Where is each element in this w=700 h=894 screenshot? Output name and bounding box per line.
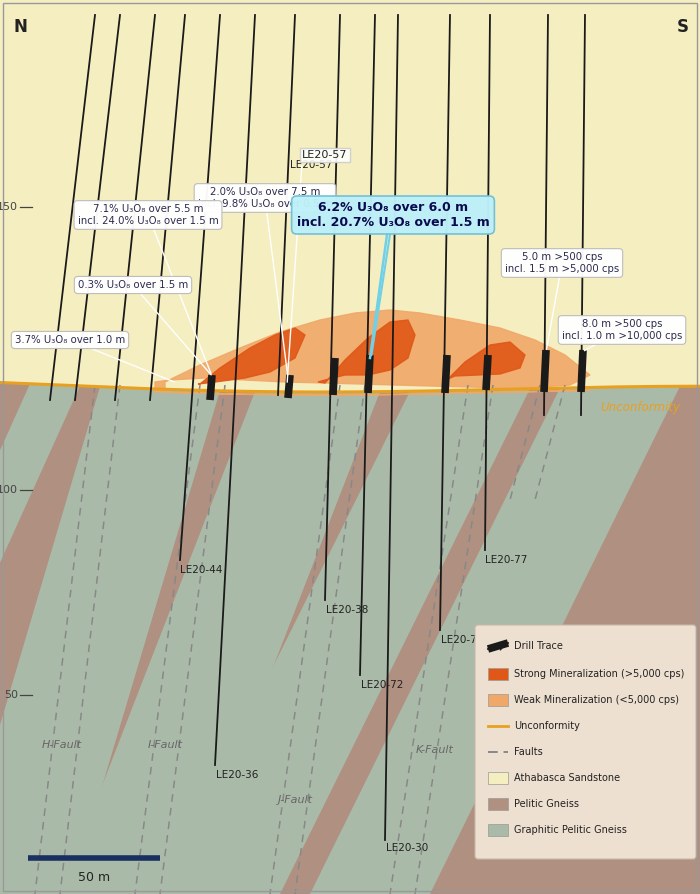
- Text: Pelitic Gneiss: Pelitic Gneiss: [514, 799, 579, 809]
- Polygon shape: [0, 383, 700, 894]
- Text: 7.1% U₃O₈ over 5.5 m
incl. 24.0% U₃O₈ over 1.5 m: 7.1% U₃O₈ over 5.5 m incl. 24.0% U₃O₈ ov…: [78, 204, 218, 226]
- Text: LE20-57: LE20-57: [290, 160, 332, 170]
- Bar: [488, 772, 508, 784]
- Polygon shape: [0, 387, 220, 894]
- Text: 8.0 m >500 cps
incl. 1.0 m >10,000 cps: 8.0 m >500 cps incl. 1.0 m >10,000 cps: [562, 319, 682, 341]
- Text: Weak Mineralization (<5,000 cps): Weak Mineralization (<5,000 cps): [514, 695, 679, 705]
- Bar: [488, 668, 508, 680]
- Text: LE20-72: LE20-72: [361, 680, 403, 690]
- Text: LE20-36: LE20-36: [216, 770, 258, 780]
- Text: 3.7% U₃O₈ over 1.0 m: 3.7% U₃O₈ over 1.0 m: [15, 335, 125, 345]
- Text: Strong Mineralization (>5,000 cps): Strong Mineralization (>5,000 cps): [514, 669, 685, 679]
- Polygon shape: [160, 389, 530, 894]
- Text: 2.0% U₃O₈ over 7.5 m
incl. 9.8% U₃O₈ over 0.5 m: 2.0% U₃O₈ over 7.5 m incl. 9.8% U₃O₈ ove…: [197, 187, 332, 209]
- Polygon shape: [0, 384, 80, 894]
- Bar: [488, 798, 508, 810]
- Text: K-Fault: K-Fault: [416, 745, 454, 755]
- Text: LE20-30: LE20-30: [386, 843, 428, 853]
- Text: 0.3% U₃O₈ over 1.5 m: 0.3% U₃O₈ over 1.5 m: [78, 280, 188, 290]
- Polygon shape: [310, 386, 680, 894]
- Text: LE20-57: LE20-57: [302, 150, 347, 160]
- Polygon shape: [443, 342, 525, 382]
- Text: Graphitic Pelitic Gneiss: Graphitic Pelitic Gneiss: [514, 825, 627, 835]
- Text: 50 m: 50 m: [78, 871, 110, 884]
- Text: LE20-77: LE20-77: [485, 555, 527, 565]
- Bar: [488, 694, 508, 706]
- Text: 100: 100: [0, 485, 18, 495]
- Text: N: N: [13, 18, 27, 36]
- Polygon shape: [155, 310, 590, 395]
- Text: Drill Trace: Drill Trace: [514, 641, 563, 651]
- Text: H-Fault: H-Fault: [42, 740, 82, 750]
- Text: 6.2% U₃O₈ over 6.0 m
incl. 20.7% U₃O₈ over 1.5 m: 6.2% U₃O₈ over 6.0 m incl. 20.7% U₃O₈ ov…: [297, 201, 489, 229]
- Text: Unconformity: Unconformity: [514, 721, 580, 731]
- Text: Faults: Faults: [514, 747, 542, 757]
- Text: Athabasca Sandstone: Athabasca Sandstone: [514, 773, 620, 783]
- Polygon shape: [318, 320, 415, 383]
- Text: 150: 150: [0, 202, 18, 212]
- Bar: [488, 824, 508, 836]
- FancyBboxPatch shape: [475, 625, 696, 859]
- Polygon shape: [198, 328, 305, 384]
- Text: LE20-38: LE20-38: [326, 605, 368, 615]
- Text: Unconformity: Unconformity: [600, 401, 680, 415]
- Text: LE20-74: LE20-74: [441, 635, 484, 645]
- Text: S: S: [677, 18, 689, 36]
- Text: 50: 50: [4, 690, 18, 700]
- Polygon shape: [0, 0, 700, 392]
- Polygon shape: [60, 392, 380, 894]
- Text: I-Fault: I-Fault: [148, 740, 183, 750]
- Text: J-Fault: J-Fault: [277, 795, 312, 805]
- Text: LE20-44: LE20-44: [180, 565, 223, 575]
- Text: 5.0 m >500 cps
incl. 1.5 m >5,000 cps: 5.0 m >500 cps incl. 1.5 m >5,000 cps: [505, 252, 619, 274]
